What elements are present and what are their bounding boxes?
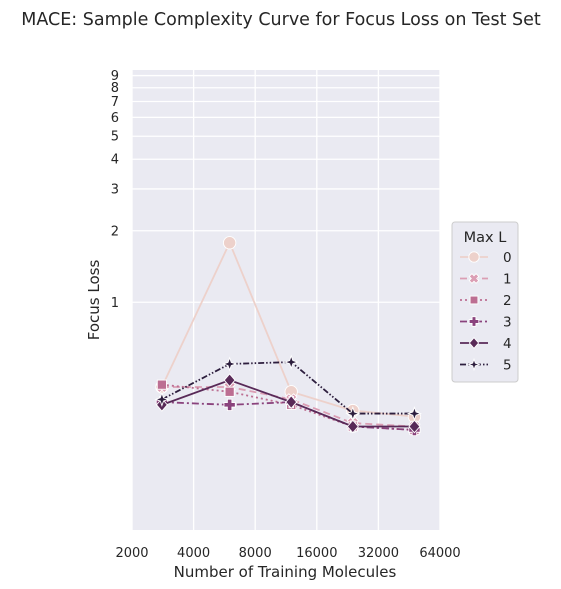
x-tick-label: 2000 (115, 546, 148, 561)
y-axis-label: Focus Loss (85, 260, 103, 341)
x-tick-label: 32000 (358, 546, 399, 561)
legend-item-3: 3 (460, 315, 512, 331)
data-point (346, 419, 359, 434)
data-point (222, 236, 237, 250)
data-point (156, 379, 167, 390)
data-point (285, 395, 298, 409)
legend-box (451, 221, 519, 383)
series-line (161, 401, 415, 431)
data-point (406, 405, 423, 422)
legend-label: 1 (503, 272, 512, 288)
x-tick-label: 4000 (177, 546, 210, 561)
x-axis-label: Number of Training Molecules (174, 563, 397, 581)
y-tick-label: 4 (111, 153, 119, 168)
legend-item-0: 0 (460, 250, 512, 266)
x-tick-label: 16000 (296, 546, 337, 561)
legend-marker (467, 357, 481, 372)
series-5 (154, 354, 423, 422)
legend-item-1: 1 (460, 272, 512, 288)
legend-marker (468, 316, 480, 327)
data-point (223, 373, 236, 388)
data-point (408, 419, 421, 434)
legend-marker (468, 251, 480, 263)
legend-marker (469, 295, 479, 305)
y-tick-label: 5 (111, 130, 119, 145)
x-tick-label: 64000 (419, 546, 460, 561)
grid-lines (131, 70, 441, 530)
data-point (283, 354, 299, 370)
legend-marker (468, 337, 480, 349)
legend-label: 4 (503, 336, 512, 352)
series-4 (155, 373, 421, 434)
x-axis: 2000 4000 8000 16000 32000 64000 (115, 546, 460, 561)
x-tick-label: 8000 (239, 546, 272, 561)
legend-item-4: 4 (460, 336, 512, 352)
y-tick-label: 6 (111, 111, 119, 126)
legend-label: 0 (503, 250, 512, 266)
legend-items: 0 1 2 3 4 5 (460, 250, 512, 374)
data-point (223, 398, 236, 411)
data-point (345, 405, 361, 422)
y-tick-label: 3 (111, 182, 119, 197)
data-point (154, 391, 170, 407)
y-tick-label: 8 (111, 81, 119, 96)
legend-label: 5 (503, 358, 512, 374)
chart-title: MACE: Sample Complexity Curve for Focus … (21, 10, 541, 30)
legend-item-5: 5 (460, 358, 512, 374)
legend-item-2: 2 (460, 293, 512, 309)
legend-title: Max L (464, 230, 507, 246)
series-line (161, 386, 415, 428)
y-tick-label: 7 (111, 95, 119, 110)
series-layer (154, 236, 423, 437)
legend-label: 2 (503, 293, 512, 309)
y-tick-label: 1 (111, 296, 119, 311)
legend-label: 3 (503, 315, 512, 331)
y-tick-label: 9 (111, 69, 119, 84)
y-tick-label: 2 (111, 224, 119, 239)
data-point (224, 386, 235, 397)
data-point (222, 356, 238, 372)
legend-marker (468, 273, 480, 284)
plot-area (132, 70, 440, 530)
legend: Max L 0 1 2 3 4 5 (451, 221, 519, 383)
